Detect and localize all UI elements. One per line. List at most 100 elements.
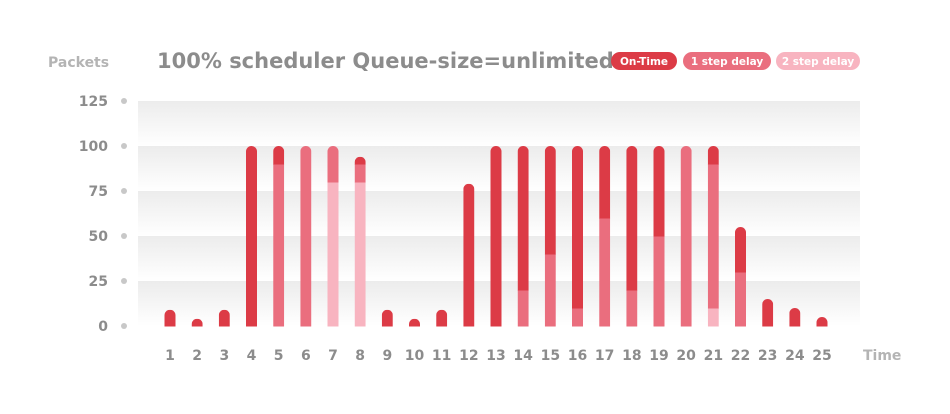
bar-segment: [789, 308, 801, 327]
y-tick-label: 125: [79, 94, 108, 110]
bars: [164, 146, 828, 327]
chart-title: 100% scheduler Queue-size=unlimited: [157, 49, 614, 73]
bar-stack: [409, 318, 420, 327]
legend-swatch: [776, 52, 860, 70]
bar-segment: [680, 146, 692, 327]
y-tick-label: 25: [89, 274, 108, 290]
x-tick-label: 19: [649, 348, 668, 364]
bar-stack: [246, 146, 257, 327]
y-tick-label: 100: [79, 139, 108, 155]
y-tick-dot: [121, 143, 127, 149]
x-tick-label: 8: [355, 348, 365, 364]
x-tick-label: 25: [812, 348, 831, 364]
bar-segment: [735, 227, 746, 273]
bar-stack: [164, 309, 176, 327]
y-tick-label: 0: [98, 319, 108, 335]
bar-segment: [599, 146, 611, 219]
y-axis-label: Packets: [48, 55, 109, 71]
bar-stack: [381, 309, 393, 327]
y-tick-label: 50: [89, 229, 109, 245]
x-tick-label: 18: [622, 348, 641, 364]
x-tick-label: 23: [758, 348, 777, 364]
bar-stack: [762, 299, 774, 327]
legend-swatch: [683, 52, 771, 70]
bar-segment: [164, 309, 176, 327]
grid-band: [138, 101, 860, 146]
bar-stack: [544, 146, 556, 327]
bar-segment: [191, 318, 203, 327]
bar-stack: [191, 318, 203, 327]
x-axis-ticks: 1 2 3 4 5 6 7 8 9 10 11 12 13 14 15 16 17 18 19 20 21 22 23 24 2…: [165, 348, 832, 364]
bar-segment: [517, 290, 529, 327]
bar-segment: [246, 146, 257, 327]
bar-segment: [544, 254, 556, 327]
x-tick-label: 17: [595, 348, 614, 364]
bar-stack: [463, 183, 475, 327]
x-tick-label: 14: [513, 348, 533, 364]
y-axis-dots: [121, 98, 127, 329]
y-tick-dot: [121, 188, 127, 194]
bar-segment: [626, 290, 638, 327]
bar-segment: [300, 146, 312, 327]
x-tick-label: 3: [219, 348, 229, 364]
bar-segment: [409, 318, 420, 327]
bar-segment: [544, 146, 556, 255]
bar-stack: [653, 146, 665, 327]
legend-item: 1 step delay: [683, 52, 771, 70]
y-tick-dot: [121, 233, 127, 239]
bar-segment: [517, 146, 529, 291]
bar-stack: [735, 227, 746, 327]
bar-stack: [789, 308, 801, 327]
bar-stack: [707, 146, 719, 327]
legend-swatch: [611, 52, 677, 70]
x-tick-label: 4: [247, 348, 257, 364]
x-tick-label: 16: [568, 348, 587, 364]
bar-segment: [707, 164, 719, 309]
x-tick-label: 6: [301, 348, 311, 364]
bar-segment: [572, 308, 583, 327]
bar-stack: [626, 146, 638, 327]
bar-stack: [436, 309, 448, 327]
bar-segment: [762, 299, 774, 327]
bar-segment: [218, 309, 230, 327]
bar-stack: [354, 156, 366, 327]
y-tick-dot: [121, 323, 127, 329]
legend-item: 2 step delay: [776, 52, 860, 70]
x-tick-label: 21: [704, 348, 723, 364]
legend-item: On-Time: [611, 52, 677, 70]
bar-segment: [327, 146, 339, 183]
bar-stack: [327, 146, 339, 327]
bar-segment: [354, 156, 366, 165]
x-tick-label: 11: [432, 348, 451, 364]
y-tick-dot: [121, 278, 127, 284]
bar-segment: [273, 146, 285, 165]
legend-label: 2 step delay: [782, 56, 855, 68]
bar-segment: [653, 146, 665, 237]
bar-segment: [354, 164, 366, 183]
bar-segment: [327, 182, 339, 327]
x-tick-label: 20: [676, 348, 696, 364]
bar-segment: [626, 146, 638, 291]
bar-stack: [816, 317, 828, 327]
x-tick-label: 5: [274, 348, 284, 364]
bar-segment: [735, 272, 746, 327]
bar-segment: [381, 309, 393, 327]
bar-segment: [599, 218, 611, 327]
x-tick-label: 24: [785, 348, 805, 364]
y-axis-ticks: 0 25 50 75 100 125: [79, 94, 108, 335]
x-tick-label: 12: [459, 348, 478, 364]
x-tick-label: 22: [731, 348, 750, 364]
bar-stack: [517, 146, 529, 327]
bar-stack: [572, 146, 583, 327]
bar-stack: [599, 146, 611, 327]
x-tick-label: 2: [192, 348, 202, 364]
bar-stack: [300, 146, 312, 327]
legend-label: On-Time: [620, 56, 668, 68]
bar-stack: [273, 146, 285, 327]
x-tick-label: 15: [541, 348, 560, 364]
bar-segment: [707, 146, 719, 165]
legend-label: 1 step delay: [691, 56, 764, 68]
bar-stack: [680, 146, 692, 327]
x-tick-label: 1: [165, 348, 175, 364]
